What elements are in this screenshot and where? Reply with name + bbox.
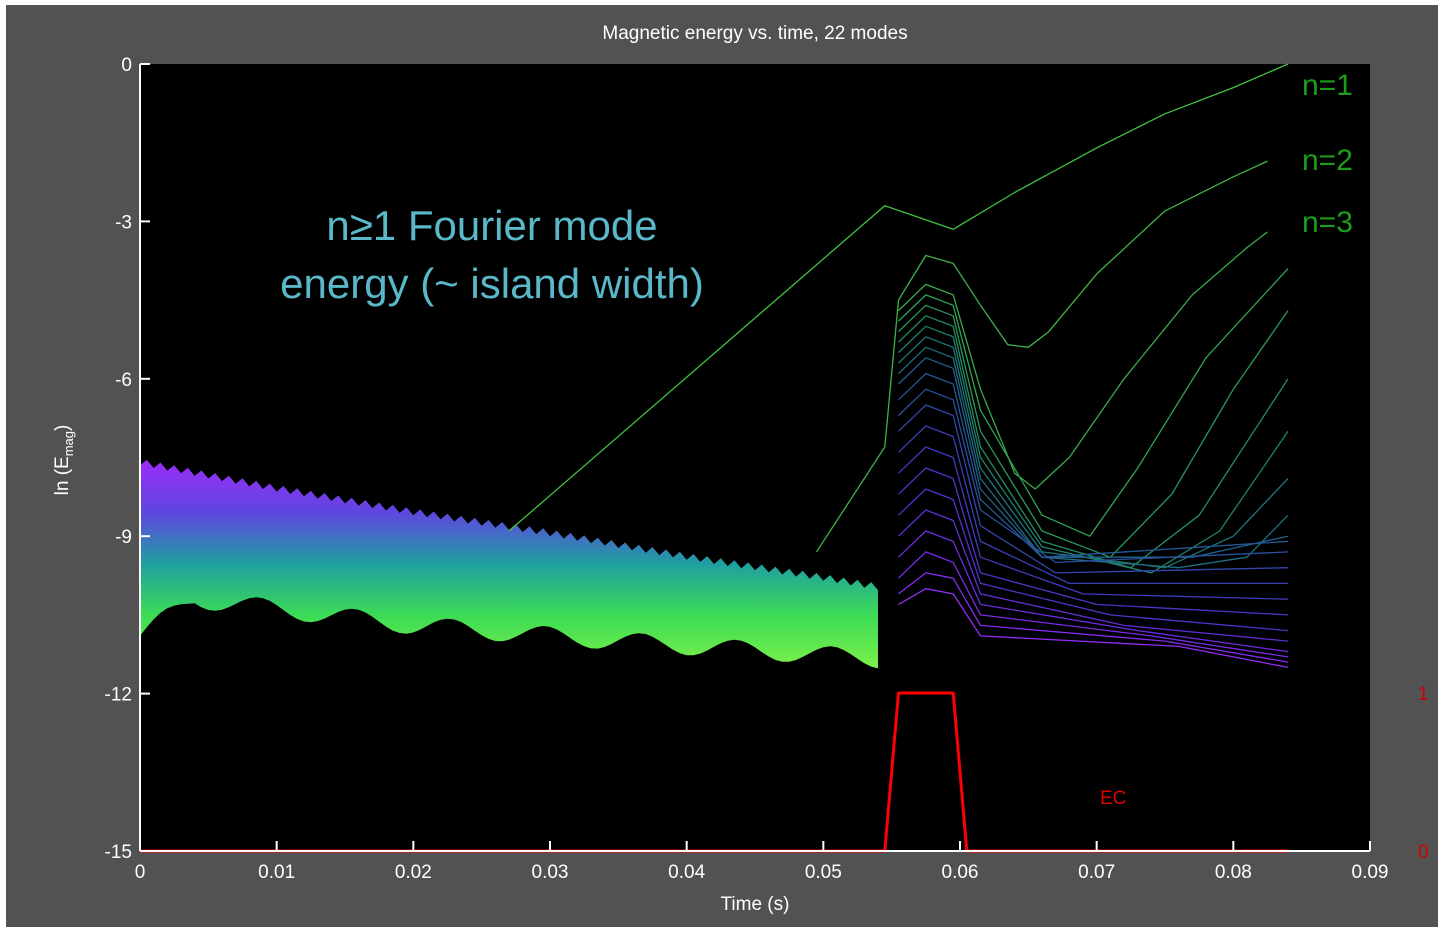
y-axis-label-main: ln (E xyxy=(52,456,73,495)
mode-line xyxy=(898,315,1289,569)
mode-label-n1: n=1 xyxy=(1302,69,1353,102)
mode-line xyxy=(898,304,1289,558)
mode-line xyxy=(898,446,1289,600)
annotation-line-1: n≥1 Fourier mode xyxy=(326,202,657,249)
mode-line xyxy=(898,530,1289,653)
y-tick-label: -12 xyxy=(105,685,132,706)
mode-line xyxy=(898,357,1289,558)
y-tick-labels: 0 -3 -6 -9 -12 -15 xyxy=(105,55,132,863)
mode-line xyxy=(898,488,1289,632)
mode-line xyxy=(898,467,1289,616)
x-tick-label: 0.02 xyxy=(395,862,432,883)
x-axis-label: Time (s) xyxy=(721,894,790,915)
y-tick-label: -15 xyxy=(105,842,132,863)
mode-line xyxy=(898,404,1289,574)
mode-line xyxy=(898,572,1289,663)
mode-line xyxy=(898,325,1289,574)
band-area xyxy=(140,459,878,669)
plot-area xyxy=(140,64,1370,851)
x-tick-label: 0 xyxy=(135,862,146,883)
mode-line xyxy=(898,588,1289,669)
mode-line xyxy=(898,231,1268,490)
mode-line xyxy=(898,388,1289,564)
x-tick-label: 0.05 xyxy=(805,862,842,883)
mode-line xyxy=(898,551,1289,658)
axes xyxy=(139,63,1371,852)
mode-line xyxy=(898,336,1289,569)
x-tick-label: 0.06 xyxy=(942,862,979,883)
x-tick-label: 0.04 xyxy=(668,862,705,883)
mode-label-n3: n=3 xyxy=(1302,206,1353,239)
mode-line xyxy=(815,160,1268,553)
right-tick-label: 0 xyxy=(1418,842,1429,863)
mode-line xyxy=(898,425,1288,585)
mode-line xyxy=(898,509,1289,642)
mode-line xyxy=(508,63,1289,532)
chart-title: Magnetic energy vs. time, 22 modes xyxy=(602,23,907,44)
y-tick-label: -6 xyxy=(115,370,132,391)
y-axis-label: ln (Emag) xyxy=(52,425,76,496)
mode-line xyxy=(898,268,1289,537)
mode-label-n2: n=2 xyxy=(1302,144,1353,177)
right-axis-tick-labels: 10 xyxy=(1418,684,1429,863)
x-tick-label: 0.07 xyxy=(1078,862,1115,883)
x-tick-label: 0.08 xyxy=(1215,862,1252,883)
y-tick-label: -9 xyxy=(115,527,132,548)
mode-line xyxy=(898,372,1289,558)
ec-label: EC xyxy=(1100,788,1126,809)
y-axis-label-subscript: mag xyxy=(61,431,76,456)
y-tick-label: -3 xyxy=(115,212,132,233)
x-tick-label: 0.01 xyxy=(258,862,295,883)
mode-line xyxy=(898,346,1289,569)
y-tick-label: 0 xyxy=(121,55,132,76)
right-tick-label: 1 xyxy=(1418,684,1429,705)
annotation-line-2: energy (~ island width) xyxy=(280,260,704,307)
y-axis-label-close: ) xyxy=(52,425,73,431)
x-tick-label: 0.09 xyxy=(1352,862,1389,883)
x-tick-labels: 0 0.01 0.02 0.03 0.04 0.05 0.06 0.07 0.08 0.09 xyxy=(135,862,1389,883)
early-mode-band xyxy=(140,459,878,669)
x-tick-label: 0.03 xyxy=(532,862,569,883)
